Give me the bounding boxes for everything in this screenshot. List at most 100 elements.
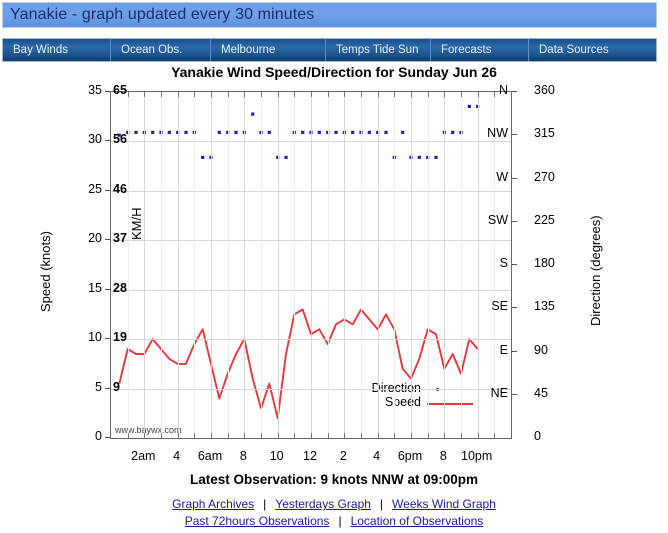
tick-top — [327, 92, 329, 97]
footer-links-row-1[interactable]: Graph Archives | Yesterdays Graph | Weeks Wi… — [0, 497, 668, 511]
direction-point — [351, 130, 355, 134]
tick-top — [477, 92, 479, 97]
tick-top — [461, 92, 462, 97]
nav-item-forecasts[interactable]: Forecasts — [431, 39, 529, 61]
y-axis-knots-tick: 30 — [88, 132, 102, 147]
tick-bottom — [377, 433, 379, 438]
link-separator: | — [338, 514, 342, 528]
direction-point — [284, 155, 288, 159]
y-axis-left-title-text: Speed (knots) — [38, 231, 53, 312]
direction-point — [117, 133, 121, 137]
direction-point — [192, 130, 196, 134]
y-axis-right-tickmark — [512, 220, 517, 222]
y-axis-knots-tick: 20 — [88, 231, 102, 246]
main-navigation[interactable]: Bay Winds Ocean Obs. Melbourne Temps Tide S… — [2, 38, 657, 62]
latest-observation: Latest Observation: 9 knots NNW at 09:00… — [189, 472, 479, 487]
nav-item-temps-tide-sun[interactable]: Temps Tide Sun — [326, 39, 431, 61]
x-axis-tick: 4 — [373, 449, 381, 463]
x-axis-tick: 6pm — [397, 449, 423, 463]
y-axis-degrees-tick: 45 — [534, 385, 548, 400]
tick-bottom — [194, 433, 196, 438]
footer-links-row-2[interactable]: Past 72hours Observations | Location of Ob… — [0, 514, 668, 528]
direction-point — [417, 155, 421, 159]
nav-item-ocean-obs[interactable]: Ocean Obs. — [111, 39, 211, 61]
direction-point — [184, 130, 188, 134]
tick-top — [394, 92, 396, 97]
y-axis-left-tickmark — [105, 387, 110, 389]
y-axis-kmh-tick: 28 — [113, 280, 127, 295]
direction-point — [259, 130, 263, 134]
direction-point — [251, 112, 255, 116]
y-axis-kmh-tick: 56 — [113, 132, 127, 147]
nav-item-melbourne[interactable]: Melbourne — [211, 39, 326, 61]
gridline-vertical — [461, 92, 462, 438]
footer-link-yesterdays-graph[interactable]: Yesterdays Graph — [275, 497, 371, 511]
footer-link-graph-archives[interactable]: Graph Archives — [172, 497, 255, 511]
tick-bottom — [261, 433, 262, 438]
speed-line — [118, 308, 479, 420]
direction-point — [451, 130, 455, 134]
tick-bottom — [161, 433, 162, 438]
legend-label-speed: Speed — [384, 394, 421, 409]
x-axis-tick: 12 — [303, 449, 317, 463]
direction-point — [292, 130, 296, 134]
direction-point — [134, 130, 138, 134]
y-axis-left-tickmark — [105, 91, 110, 92]
direction-point — [167, 130, 171, 134]
nav-item-label: Bay Winds — [13, 44, 68, 56]
tick-top — [311, 92, 312, 97]
y-axis-kmh-tick: 19 — [113, 330, 127, 345]
y-axis-left-tickmark — [105, 239, 110, 241]
footer-link-location-of-observations[interactable]: Location of Observations — [350, 514, 484, 528]
y-axis-degrees-tick: 180 — [534, 256, 555, 270]
y-axis-knots-tick: 25 — [88, 181, 102, 196]
y-axis-knots-tick: 35 — [88, 83, 102, 97]
nav-item-label: Melbourne — [221, 44, 276, 56]
y-axis-right-title-text: Direction (degrees) — [588, 215, 603, 326]
gridline-vertical — [177, 92, 179, 438]
gridline-vertical — [194, 92, 196, 438]
tick-bottom — [361, 433, 362, 438]
direction-point — [217, 130, 221, 134]
footer-link-past-72hours-observations[interactable]: Past 72hours Observations — [184, 514, 330, 528]
y-axis-compass-tick: NE — [490, 385, 508, 400]
tick-top — [194, 92, 196, 97]
tick-top — [244, 92, 246, 97]
y-axis-degrees-tick: 270 — [534, 169, 555, 184]
gridline-vertical — [227, 92, 229, 438]
direction-point — [234, 130, 238, 134]
x-axis-tick: 4 — [173, 449, 181, 463]
gridline-vertical — [211, 92, 212, 438]
y-axis-degrees-tick: 0 — [534, 429, 541, 443]
footer-link-weeks-wind-graph[interactable]: Weeks Wind Graph — [392, 497, 496, 511]
tick-top — [427, 92, 429, 97]
y-axis-compass-tick: SW — [487, 212, 508, 227]
y-axis-knots-tick: 15 — [88, 280, 102, 295]
y-axis-degrees-tick: 360 — [534, 83, 555, 97]
tick-top — [411, 92, 412, 97]
legend-label-direction: Direction — [341, 381, 421, 395]
nav-item-bay-winds[interactable]: Bay Winds — [3, 39, 111, 61]
x-axis-tick: 10pm — [461, 449, 493, 463]
gridline-vertical — [411, 92, 412, 438]
y-axis-left-title: Speed (knots) — [38, 231, 53, 312]
y-axis-right-tickmark — [512, 350, 517, 352]
direction-point — [334, 130, 338, 134]
y-axis-compass-tick: SE — [491, 299, 508, 314]
tick-bottom — [277, 433, 279, 438]
direction-point — [242, 130, 246, 134]
link-separator: | — [379, 497, 384, 511]
nav-item-label: Ocean Obs. — [121, 44, 183, 56]
nav-item-data-sources[interactable]: Data Sources — [529, 39, 656, 61]
y-axis-right-title: Direction (degrees) — [588, 215, 603, 326]
watermark: www.baywx.com — [115, 425, 182, 435]
nav-item-label: Data Sources — [539, 44, 609, 56]
tick-top — [177, 92, 179, 97]
tick-bottom — [227, 433, 229, 438]
tick-bottom — [294, 433, 296, 438]
tick-top — [127, 92, 129, 97]
tick-bottom — [127, 433, 129, 438]
y-axis-right-tickmark — [512, 134, 517, 136]
direction-point — [201, 155, 205, 159]
direction-point — [359, 130, 363, 134]
